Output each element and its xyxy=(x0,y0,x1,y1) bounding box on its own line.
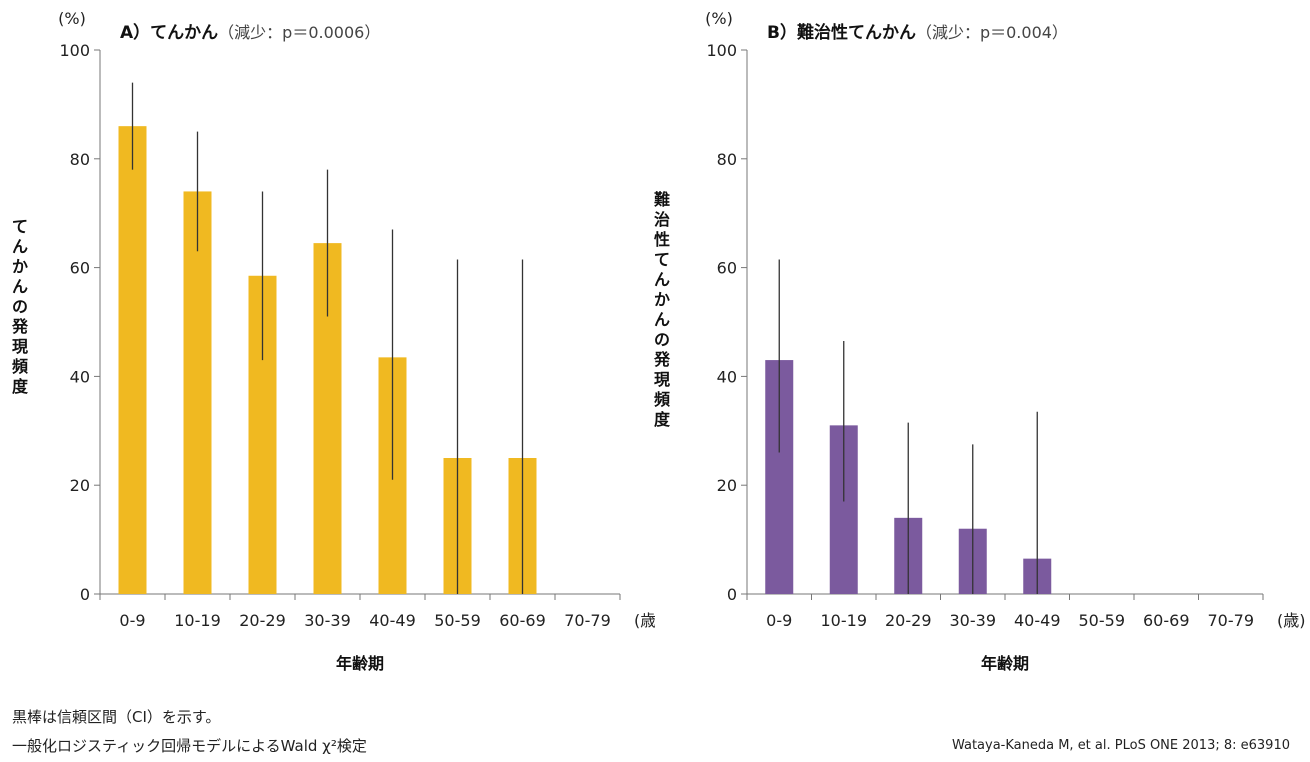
y-tick-label: 40 xyxy=(70,367,90,386)
x-tick-label: 50-59 xyxy=(434,611,481,630)
x-tick-label: 20-29 xyxy=(885,611,932,630)
footnote-ci: 黒棒は信頼区間（CI）を示す。 xyxy=(12,708,221,726)
y-tick-label: 80 xyxy=(70,150,90,169)
chart-title-stat: （減少：p＝0.0006） xyxy=(218,23,380,42)
x-tick-label: 30-39 xyxy=(950,611,997,630)
chart-title-stat: （減少：p＝0.004） xyxy=(916,23,1068,42)
y-tick-label: 60 xyxy=(70,259,90,278)
y-tick-label: 40 xyxy=(717,367,737,386)
chart-title: A）てんかん（減少：p＝0.0006） xyxy=(120,22,380,43)
chart-a: 0 20 40 60 80 100 (%) (歳) A）てんかん（減少：p＝0.0006） 0-9… xyxy=(11,9,655,673)
bar-0-9 xyxy=(118,126,147,594)
y-tick-label: 60 xyxy=(717,259,737,278)
x-tick-label: 60-69 xyxy=(1143,611,1190,630)
x-tick-label: 40-49 xyxy=(369,611,416,630)
y-tick-label: 100 xyxy=(59,41,90,60)
x-tick-label: 30-39 xyxy=(304,611,351,630)
x-tick-label: 10-19 xyxy=(174,611,221,630)
chart-title-main: B）難治性てんかん xyxy=(767,22,916,43)
y-axis-title: 難治性てんかんの発現頻度 xyxy=(653,190,671,429)
y-tick-label: 0 xyxy=(80,585,90,604)
x-tick-label: 60-69 xyxy=(499,611,546,630)
x-tick-label: 20-29 xyxy=(239,611,286,630)
x-tick-label: 40-49 xyxy=(1014,611,1061,630)
y-tick-label: 20 xyxy=(717,476,737,495)
footnote-test: 一般化ロジスティック回帰モデルによるWald χ²検定 xyxy=(12,737,367,755)
y-tick-label: 100 xyxy=(706,41,737,60)
chart-title: B）難治性てんかん（減少：p＝0.004） xyxy=(767,22,1068,43)
citation: Wataya-Kaneda M, et al. PLoS ONE 2013; 8… xyxy=(951,738,1290,753)
y-unit-label: (%) xyxy=(705,9,733,28)
chart-title-main: A）てんかん xyxy=(120,22,218,43)
y-tick-label: 20 xyxy=(70,476,90,495)
x-tick-label: 0-9 xyxy=(766,611,792,630)
x-tick-label: 70-79 xyxy=(564,611,611,630)
y-axis-title: てんかんの発現頻度 xyxy=(11,217,29,396)
chart-b: 0 20 40 60 80 100 (%) (歳) B）難治性てんかん（減少：p＝0.004） 0… xyxy=(653,9,1306,673)
x-unit-label: (歳) xyxy=(1277,611,1306,630)
x-tick-label: 10-19 xyxy=(821,611,868,630)
bar-10-19 xyxy=(183,191,212,594)
x-tick-label: 0-9 xyxy=(119,611,145,630)
x-axis-title: 年齢期 xyxy=(981,654,1029,673)
y-tick-label: 80 xyxy=(717,150,737,169)
y-tick-label: 0 xyxy=(727,585,737,604)
x-tick-label: 50-59 xyxy=(1079,611,1126,630)
x-unit-label: (歳) xyxy=(634,611,655,630)
x-tick-label: 70-79 xyxy=(1208,611,1255,630)
y-unit-label: (%) xyxy=(58,9,86,28)
x-axis-title: 年齢期 xyxy=(336,654,384,673)
